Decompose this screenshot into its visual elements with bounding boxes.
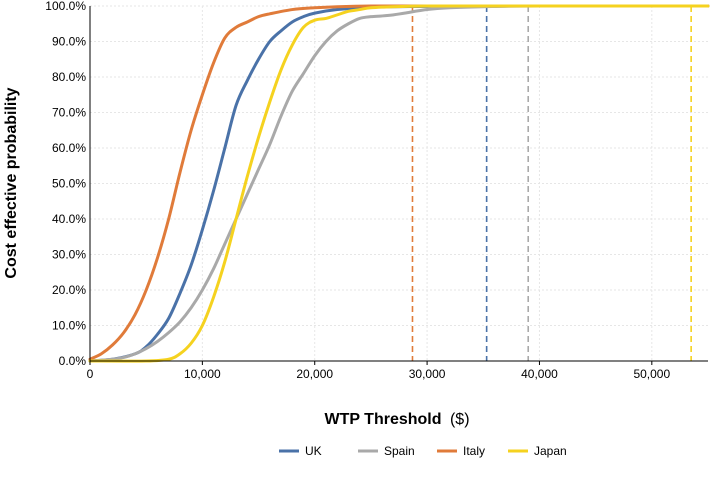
x-tick-label: 10,000: [184, 367, 221, 381]
y-tick-label: 80.0%: [52, 70, 86, 84]
y-tick-label: 70.0%: [52, 106, 86, 120]
gridlines: [90, 5, 708, 362]
x-axis-title-unit: ($): [450, 411, 470, 428]
series-line-italy: [88, 4, 710, 361]
x-axis-title: WTP Threshold ($): [324, 411, 469, 428]
y-tick-label: 10.0%: [52, 319, 86, 333]
y-tick-label: 40.0%: [52, 212, 86, 226]
y-tick-label: 20.0%: [52, 283, 86, 297]
series-line-japan: [88, 4, 710, 363]
x-tick-label: 0: [87, 367, 94, 381]
legend-label-spain: Spain: [384, 444, 415, 458]
legend: UK Spain Italy Japan: [279, 444, 567, 458]
x-axis-title-main: WTP Threshold: [324, 411, 441, 428]
x-tick-labels: 0 10,000 20,000 30,000 40,000 50,000: [87, 367, 671, 381]
series-line-spain: [88, 4, 710, 363]
y-axis-title: Cost effective probability: [3, 87, 20, 278]
axes: [89, 6, 708, 365]
y-tick-label: 60.0%: [52, 141, 86, 155]
y-tick-label: 90.0%: [52, 35, 86, 49]
x-tick-label: 50,000: [633, 367, 670, 381]
x-tick-label: 40,000: [521, 367, 558, 381]
y-tick-label: 100.0%: [45, 0, 86, 13]
x-tick-label: 30,000: [409, 367, 446, 381]
y-tick-labels: 0.0% 10.0% 20.0% 30.0% 40.0% 50.0% 60.0% 70.0% 8…: [45, 0, 86, 368]
series-lines: [88, 4, 710, 363]
y-tick-label: 50.0%: [52, 177, 86, 191]
y-tick-label: 0.0%: [59, 354, 87, 368]
y-tick-label: 30.0%: [52, 248, 86, 262]
legend-label-japan: Japan: [534, 444, 567, 458]
legend-label-italy: Italy: [463, 444, 485, 458]
threshold-lines: [411, 6, 692, 361]
legend-label-uk: UK: [305, 444, 322, 458]
x-tick-label: 20,000: [296, 367, 333, 381]
